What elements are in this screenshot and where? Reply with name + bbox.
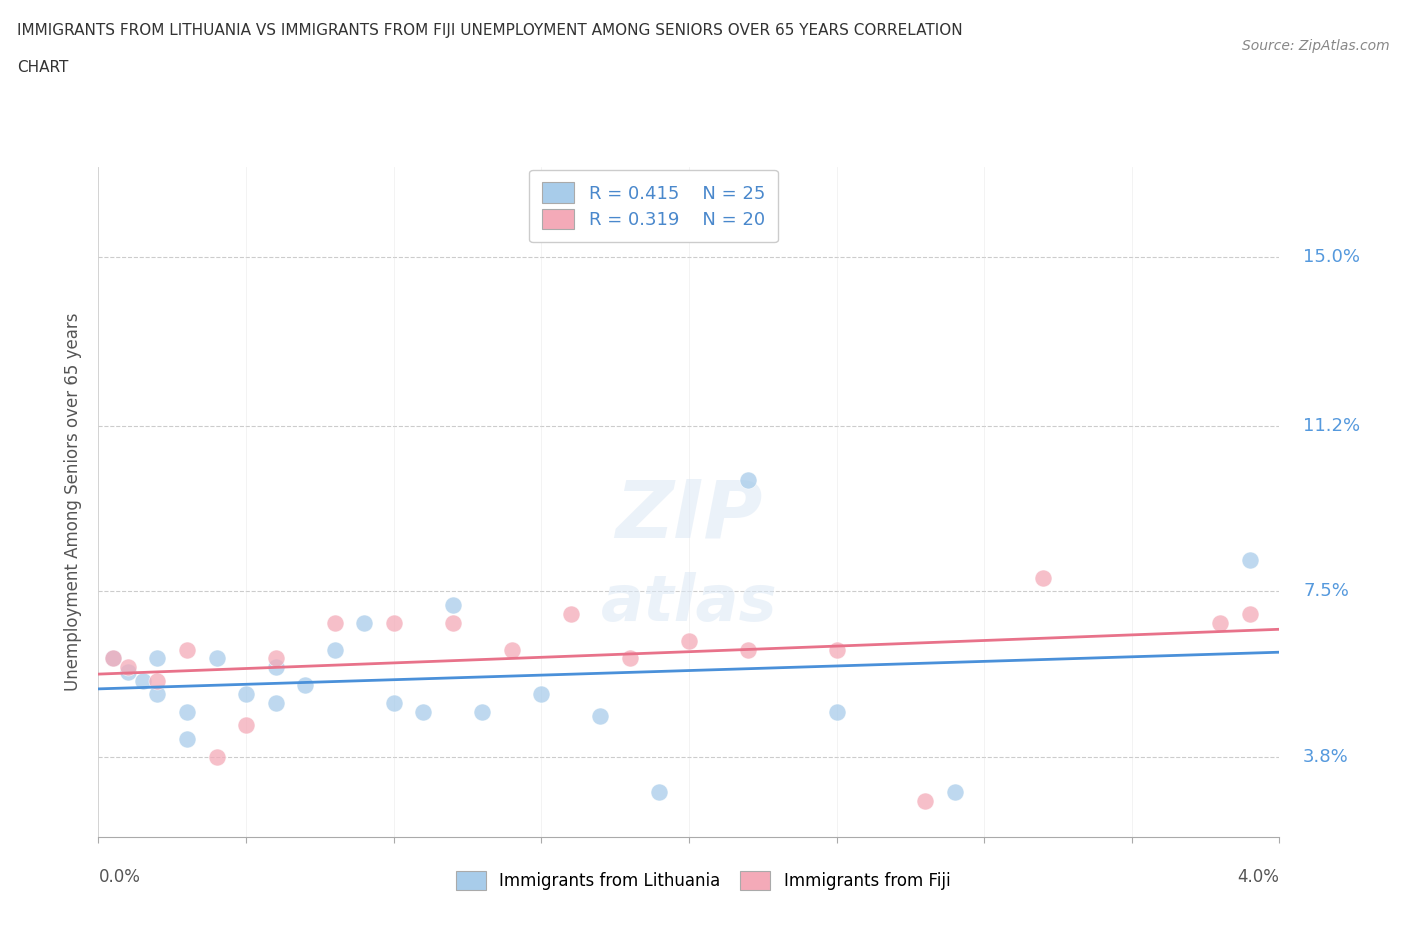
- Point: [294, 678, 316, 693]
- Point: [560, 606, 582, 621]
- Point: [176, 642, 198, 657]
- Point: [589, 709, 612, 724]
- Point: [205, 750, 228, 764]
- Point: [353, 616, 375, 631]
- Point: [678, 633, 700, 648]
- Point: [117, 660, 139, 675]
- Point: [412, 705, 434, 720]
- Point: [117, 664, 139, 679]
- Point: [737, 472, 759, 487]
- Text: CHART: CHART: [17, 60, 69, 75]
- Text: 11.2%: 11.2%: [1303, 418, 1360, 435]
- Point: [737, 642, 759, 657]
- Point: [264, 660, 287, 675]
- Point: [146, 651, 169, 666]
- Point: [103, 651, 124, 666]
- Point: [1239, 606, 1261, 621]
- Point: [176, 705, 198, 720]
- Point: [176, 731, 198, 746]
- Point: [825, 642, 848, 657]
- Point: [619, 651, 641, 666]
- Point: [441, 597, 464, 612]
- Point: [501, 642, 523, 657]
- Legend: R = 0.415    N = 25, R = 0.319    N = 20: R = 0.415 N = 25, R = 0.319 N = 20: [529, 170, 778, 242]
- Point: [471, 705, 494, 720]
- Point: [264, 696, 287, 711]
- Point: [205, 651, 228, 666]
- Text: IMMIGRANTS FROM LITHUANIA VS IMMIGRANTS FROM FIJI UNEMPLOYMENT AMONG SENIORS OVE: IMMIGRANTS FROM LITHUANIA VS IMMIGRANTS …: [17, 23, 963, 38]
- Point: [264, 651, 287, 666]
- Text: 0.0%: 0.0%: [98, 869, 141, 886]
- Y-axis label: Unemployment Among Seniors over 65 years: Unemployment Among Seniors over 65 years: [65, 313, 83, 691]
- Point: [382, 696, 405, 711]
- Point: [441, 616, 464, 631]
- Text: ZIP: ZIP: [616, 476, 762, 554]
- Point: [1209, 616, 1232, 631]
- Point: [648, 785, 671, 800]
- Point: [943, 785, 966, 800]
- Text: Source: ZipAtlas.com: Source: ZipAtlas.com: [1241, 39, 1389, 53]
- Point: [323, 642, 346, 657]
- Point: [146, 686, 169, 701]
- Legend: Immigrants from Lithuania, Immigrants from Fiji: Immigrants from Lithuania, Immigrants fr…: [447, 862, 959, 898]
- Text: 4.0%: 4.0%: [1237, 869, 1279, 886]
- Point: [382, 616, 405, 631]
- Text: atlas: atlas: [600, 572, 778, 633]
- Text: 7.5%: 7.5%: [1303, 582, 1348, 601]
- Point: [323, 616, 346, 631]
- Point: [1032, 571, 1054, 586]
- Point: [235, 686, 257, 701]
- Point: [132, 673, 155, 688]
- Point: [146, 673, 169, 688]
- Point: [914, 794, 936, 809]
- Text: 3.8%: 3.8%: [1303, 748, 1348, 765]
- Text: 15.0%: 15.0%: [1303, 247, 1360, 266]
- Point: [235, 718, 257, 733]
- Point: [1239, 552, 1261, 567]
- Point: [103, 651, 124, 666]
- Point: [825, 705, 848, 720]
- Point: [530, 686, 553, 701]
